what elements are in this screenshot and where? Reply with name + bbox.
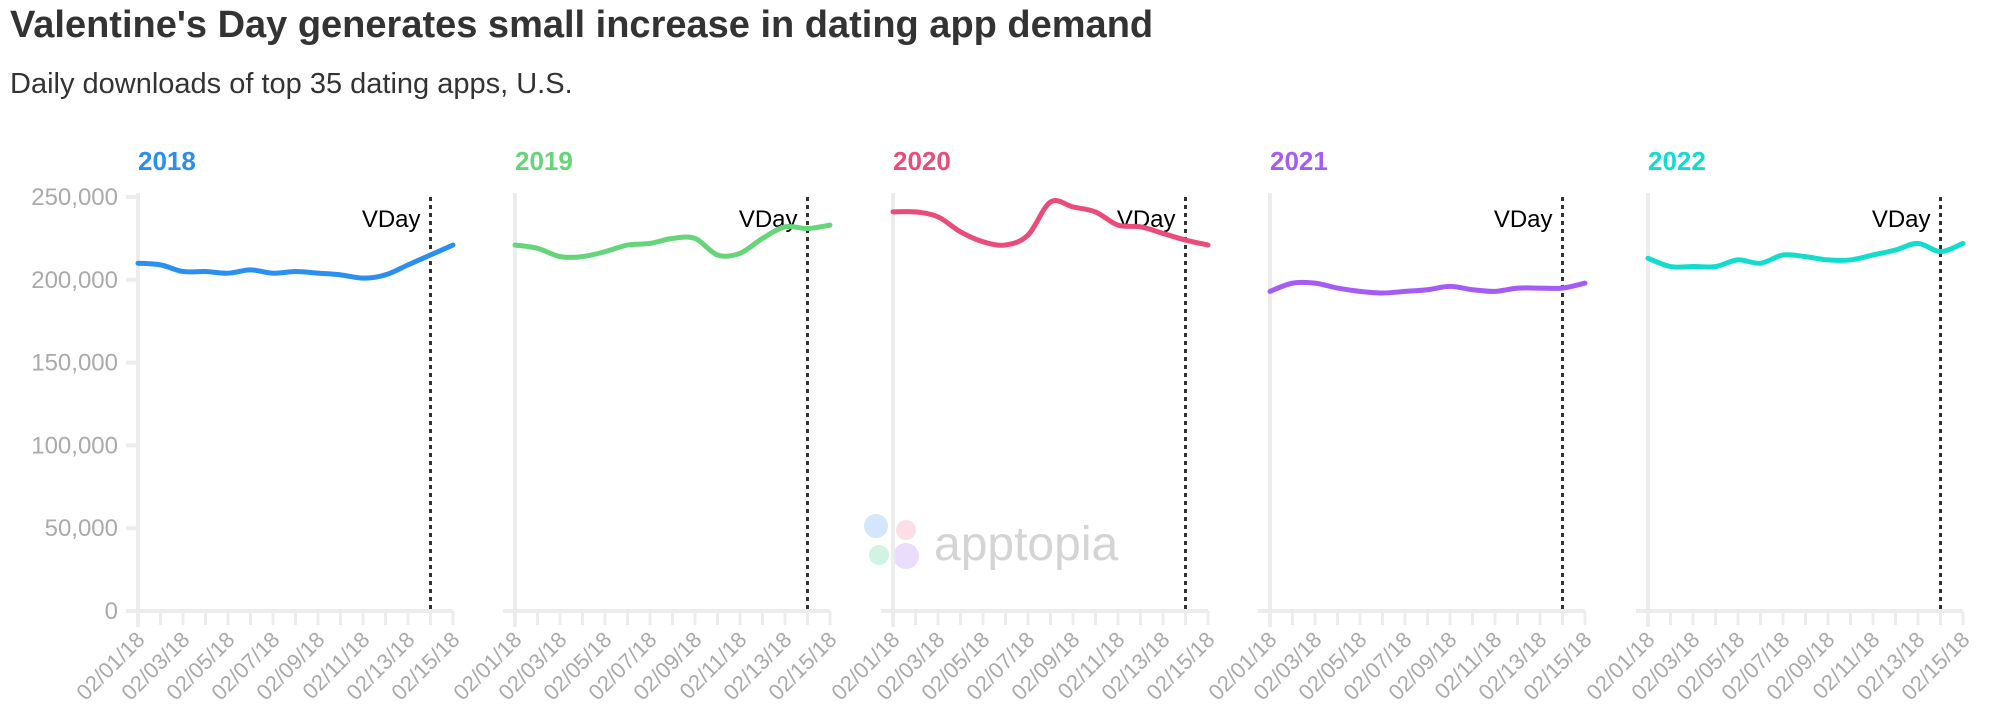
watermark-text: apptopia xyxy=(934,518,1118,571)
y-tick-label: 250,000 xyxy=(31,184,118,211)
panel-year-label: 2019 xyxy=(515,146,573,176)
panel-2020: 202002/01/1802/03/1802/05/1802/07/1802/0… xyxy=(826,146,1219,705)
chart-title: Valentine's Day generates small increase… xyxy=(10,4,1154,46)
vday-label: VDay xyxy=(739,206,798,233)
panel-2021: 202102/01/1802/03/1802/05/1802/07/1802/0… xyxy=(1203,146,1596,705)
series-line-2019 xyxy=(512,222,833,260)
panel-year-label: 2018 xyxy=(138,146,196,176)
chart-subtitle: Daily downloads of top 35 dating apps, U… xyxy=(10,68,573,100)
vday-label: VDay xyxy=(1872,206,1931,233)
y-tick-label: 200,000 xyxy=(31,267,118,294)
vday-label: VDay xyxy=(1494,206,1553,233)
panel-2019: 201902/01/1802/03/1802/05/1802/07/1802/0… xyxy=(448,146,841,705)
panel-year-label: 2020 xyxy=(893,146,951,176)
panel-year-label: 2021 xyxy=(1270,146,1328,176)
y-tick-label: 100,000 xyxy=(31,432,118,459)
y-tick-label: 150,000 xyxy=(31,350,118,377)
series-line-2020 xyxy=(890,198,1211,248)
panel-year-label: 2022 xyxy=(1648,146,1706,176)
series-line-2021 xyxy=(1267,279,1588,296)
vday-label: VDay xyxy=(362,206,421,233)
apptopia-watermark-logo: apptopia xyxy=(864,514,1118,571)
y-tick-label: 0 xyxy=(105,598,118,625)
panel-2018: 2018050,000100,000150,000200,000250,0000… xyxy=(31,146,464,705)
series-line-2022 xyxy=(1645,240,1966,270)
panel-2022: 202202/01/1802/03/1802/05/1802/07/1802/0… xyxy=(1581,146,1974,705)
y-tick-label: 50,000 xyxy=(45,515,118,542)
series-line-2018 xyxy=(135,242,456,281)
